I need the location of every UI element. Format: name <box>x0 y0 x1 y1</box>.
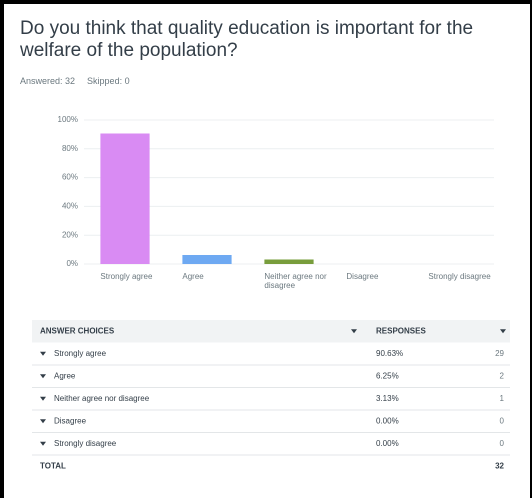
response-percent: 90.63% <box>376 349 403 358</box>
sort-icon <box>500 329 506 334</box>
expand-icon <box>40 441 46 446</box>
sort-icon <box>351 329 357 334</box>
skipped: Skipped: 0 <box>87 76 130 86</box>
answer-choice: Neither agree nor disagree <box>54 394 150 403</box>
x-tick-label: Strongly disagree <box>428 272 491 281</box>
chart: 0% 20% 40% 60% 80% 100% ANSWER CHOICES RESPONSE… <box>32 115 510 470</box>
x-tick-label: Disagree <box>346 272 379 281</box>
response-count: 29 <box>495 349 504 358</box>
expand-icon <box>40 351 46 356</box>
table-header: RESPONSES <box>376 326 426 335</box>
x-tick-label: Strongly agree <box>100 272 153 281</box>
expand-icon <box>40 396 46 401</box>
response-count: 0 <box>500 416 505 425</box>
y-tick-label: 0% <box>66 259 78 268</box>
answer-choice: Agree <box>54 371 76 380</box>
y-tick-label: 100% <box>58 115 78 124</box>
total-count: 32 <box>495 461 504 470</box>
response-meta: Answered: 32 Skipped: 0 <box>20 76 142 86</box>
x-tick-label: Agree <box>182 272 204 281</box>
response-percent: 0.00% <box>376 439 399 448</box>
response-percent: 3.13% <box>376 394 399 403</box>
response-percent: 6.25% <box>376 371 399 380</box>
answer-choice: Strongly agree <box>54 349 107 358</box>
y-tick-label: 20% <box>62 230 78 239</box>
total-label: TOTAL <box>40 461 66 470</box>
x-tick-label: Neither agree nor disagree <box>264 272 327 290</box>
bar <box>264 259 314 264</box>
response-percent: 0.00% <box>376 416 399 425</box>
answer-choice: Disagree <box>54 416 87 425</box>
answer-choice: Strongly disagree <box>54 439 117 448</box>
answered: Answered: 32 <box>20 76 76 86</box>
y-tick-label: 40% <box>62 202 78 211</box>
bar <box>182 255 232 264</box>
response-count: 0 <box>500 439 505 448</box>
y-tick-label: 60% <box>62 173 78 182</box>
question-title: Do you think that quality education is i… <box>20 18 474 61</box>
table-header-bg <box>32 320 510 343</box>
response-count: 2 <box>500 371 505 380</box>
table-header: ANSWER CHOICES <box>40 326 115 335</box>
expand-icon <box>40 374 46 379</box>
response-count: 1 <box>500 394 505 403</box>
y-tick-label: 80% <box>62 144 78 153</box>
expand-icon <box>40 419 46 424</box>
bar <box>100 133 150 264</box>
